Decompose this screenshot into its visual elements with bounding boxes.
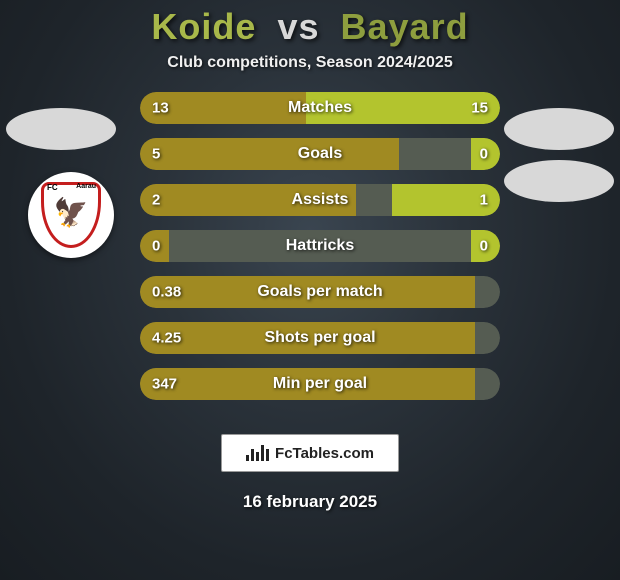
crest-name-text: Aarau xyxy=(76,183,96,190)
stats-bars: Matches1315Goals50Assists21Hattricks00Go… xyxy=(140,92,500,400)
stat-bar: Assists2 1 xyxy=(140,184,500,216)
crest-fc-text: FC xyxy=(47,183,58,192)
title-player1: Koide xyxy=(151,6,256,47)
player2-pitch-icon-2 xyxy=(504,160,614,202)
club-crest: FC Aarau 🦅 xyxy=(28,172,114,258)
player1-pitch-icon xyxy=(6,108,116,150)
stat-bar: Goals per match0.38 xyxy=(140,276,500,308)
fctables-link[interactable]: FcTables.com xyxy=(221,434,399,472)
page-title: Koide vs Bayard xyxy=(151,6,468,48)
bar-chart-icon xyxy=(246,445,269,461)
stat-bar: Min per goal347 xyxy=(140,368,500,400)
stat-value-left: 5 xyxy=(152,146,160,163)
stat-label: Min per goal xyxy=(140,375,500,393)
subtitle: Club competitions, Season 2024/2025 xyxy=(167,54,452,72)
stat-label: Assists xyxy=(140,191,500,209)
stat-value-right: 15 xyxy=(471,100,488,117)
stat-label: Shots per goal xyxy=(140,329,500,347)
stat-value-left: 347 xyxy=(152,376,177,393)
fctables-text: FcTables.com xyxy=(275,445,374,462)
stat-value-right: 0 xyxy=(480,238,488,255)
stat-value-right: 1 xyxy=(480,192,488,209)
stat-label: Matches xyxy=(140,99,500,117)
stat-bar: Goals5 0 xyxy=(140,138,500,170)
stat-value-left: 13 xyxy=(152,100,169,117)
stat-bar: Hattricks0 0 xyxy=(140,230,500,262)
stat-value-left: 0.38 xyxy=(152,284,181,301)
crest-shield-icon: FC Aarau 🦅 xyxy=(41,182,101,248)
stat-value-left: 2 xyxy=(152,192,160,209)
stat-label: Goals per match xyxy=(140,283,500,301)
content-area: Koide vs Bayard Club competitions, Seaso… xyxy=(0,0,620,580)
stat-label: Goals xyxy=(140,145,500,163)
stat-bar: Shots per goal4.25 xyxy=(140,322,500,354)
date-text: 16 february 2025 xyxy=(0,492,620,512)
stat-value-left: 4.25 xyxy=(152,330,181,347)
stat-value-right: 0 xyxy=(480,146,488,163)
stat-bar: Matches13 15 xyxy=(140,92,500,124)
stat-label: Hattricks xyxy=(140,237,500,255)
title-vs: vs xyxy=(277,6,319,47)
eagle-icon: 🦅 xyxy=(54,199,89,227)
body-area: FC Aarau 🦅 Matches13 15 Goals5 0 Assists2 1 Ha… xyxy=(0,92,620,580)
title-player2: Bayard xyxy=(341,6,469,47)
stat-value-left: 0 xyxy=(152,238,160,255)
player2-pitch-icon xyxy=(504,108,614,150)
